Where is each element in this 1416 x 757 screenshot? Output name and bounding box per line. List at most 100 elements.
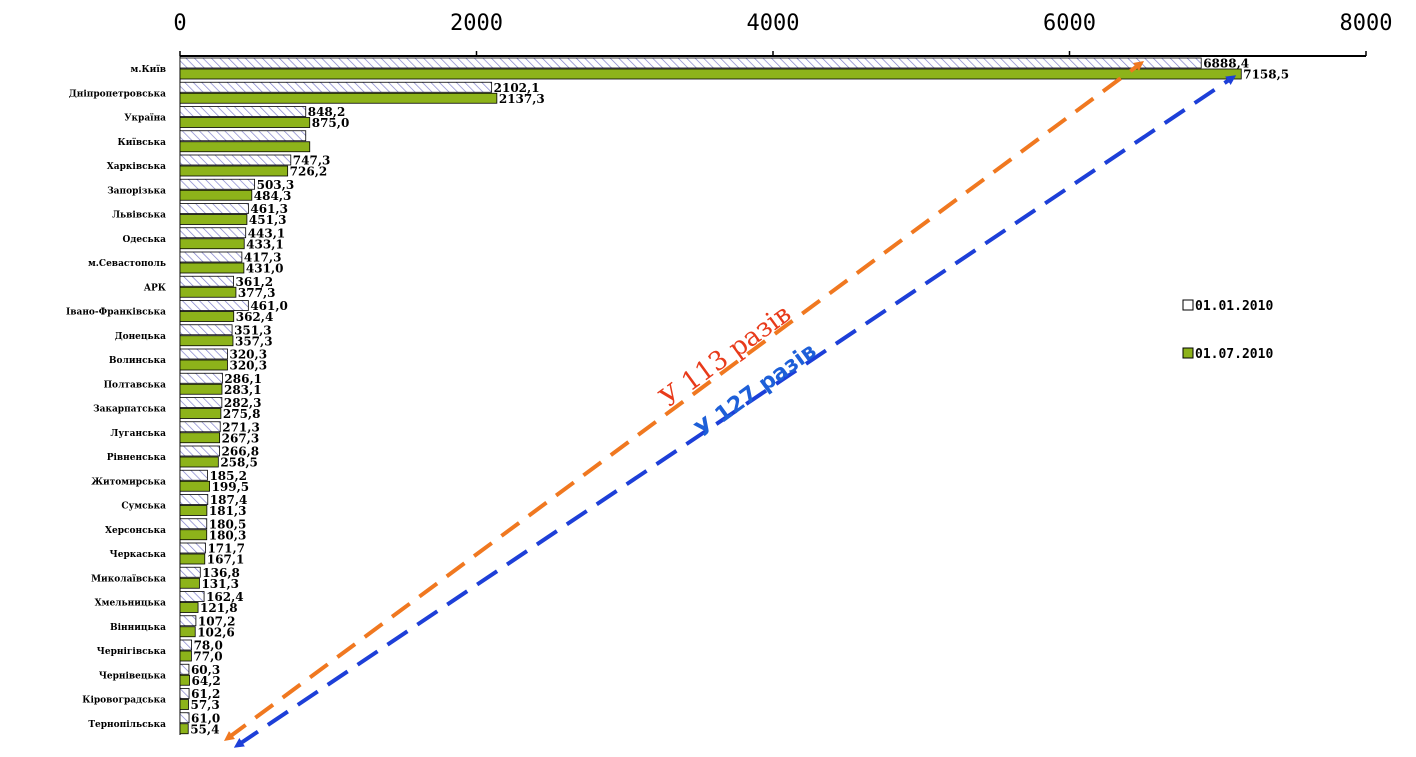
bar-2010-07 xyxy=(179,408,222,419)
data-label: 267,3 xyxy=(222,431,260,445)
x-tick-label: 6000 xyxy=(1043,11,1096,36)
data-label: 167,1 xyxy=(207,553,245,567)
category-label: Сумська xyxy=(121,502,166,512)
bar-2010-01 xyxy=(179,106,307,117)
bar-2010-01 xyxy=(179,300,249,311)
bar-2010-07 xyxy=(179,189,253,201)
bar-2010-01 xyxy=(179,130,307,142)
legend-swatch-2010-07 xyxy=(1182,347,1194,359)
bar-2010-07 xyxy=(179,553,206,565)
category-label: Хмельницька xyxy=(95,599,167,609)
category-label: Україна xyxy=(124,113,166,124)
bar-2010-01 xyxy=(179,421,221,433)
bar-2010-01 xyxy=(179,57,1202,69)
bar-2010-07 xyxy=(179,141,311,153)
data-label: 61,0 xyxy=(191,711,220,725)
legend-label-2010-07: 01.07.2010 xyxy=(1195,347,1273,362)
data-label: 726,2 xyxy=(290,165,328,179)
bar-2010-01 xyxy=(179,712,190,724)
bar-2010-01 xyxy=(179,639,192,651)
bar-2010-07 xyxy=(179,432,221,444)
bar-2010-07 xyxy=(179,117,311,128)
bar-2010-01 xyxy=(179,591,205,602)
data-label: 181,3 xyxy=(209,504,247,518)
data-label: 102,6 xyxy=(197,625,235,639)
bar-2010-01 xyxy=(179,251,243,263)
bar-2010-07 xyxy=(179,214,248,225)
bar-2010-01 xyxy=(179,154,292,166)
data-label: 258,5 xyxy=(220,456,258,470)
bar-2010-07 xyxy=(179,383,223,395)
category-label: Харківська xyxy=(107,162,166,172)
data-label: 78,0 xyxy=(194,639,223,653)
bar-2010-01 xyxy=(179,469,208,481)
category-label: Полтавська xyxy=(104,380,167,390)
data-label: 77,0 xyxy=(193,650,222,664)
legend-label-2010-01: 01.01.2010 xyxy=(1195,299,1273,314)
bar-2010-01 xyxy=(179,324,233,336)
data-label: 377,3 xyxy=(238,286,276,300)
data-label: 283,1 xyxy=(224,383,262,397)
category-label: Донецька xyxy=(115,332,167,342)
bar-2010-07 xyxy=(179,92,498,104)
category-label: м.Севастополь xyxy=(88,259,166,269)
category-label: Кіровоградська xyxy=(82,696,166,706)
bar-2010-07 xyxy=(179,480,210,492)
data-label: 2137,3 xyxy=(499,92,545,106)
data-label: 55,4 xyxy=(190,722,219,736)
category-label: Чернівецька xyxy=(99,671,166,681)
data-label: 357,3 xyxy=(235,334,273,348)
bar-2010-07 xyxy=(179,68,1242,80)
category-labels: м.Київ Дніпропетровська Україна Київська Хар… xyxy=(66,64,167,730)
category-label: Закарпатська xyxy=(93,405,166,415)
category-label: м.Київ xyxy=(131,64,167,75)
bar-2010-07 xyxy=(179,602,199,613)
category-label: Дніпропетровська xyxy=(69,89,166,99)
bar-2010-07 xyxy=(179,577,200,589)
data-label: 431,0 xyxy=(246,262,284,276)
legend-swatch-2010-01 xyxy=(1182,299,1194,311)
bar-2010-01 xyxy=(179,542,206,554)
data-label: 484,3 xyxy=(254,189,292,203)
data-label: 451,3 xyxy=(249,213,287,227)
data-label: 64,2 xyxy=(192,674,221,688)
data-label: 275,8 xyxy=(223,407,261,421)
bar-2010-01 xyxy=(179,566,201,578)
data-label: 180,3 xyxy=(209,528,247,542)
data-label: 57,3 xyxy=(190,698,219,712)
data-label: 131,3 xyxy=(201,577,239,591)
data-label: 61,2 xyxy=(191,687,220,701)
bar-2010-07 xyxy=(179,505,208,516)
x-tick-label: 2000 xyxy=(450,11,503,36)
data-label: 7158,5 xyxy=(1243,68,1289,82)
bar-2010-07 xyxy=(179,529,208,541)
data-label: 199,5 xyxy=(212,480,250,494)
category-label: Чернігівська xyxy=(97,647,167,657)
category-label: Житомирська xyxy=(91,477,166,487)
data-label: 320,3 xyxy=(229,359,267,373)
x-tick-label: 4000 xyxy=(747,11,800,36)
legend: 01.01.2010 01.07.2010 xyxy=(1182,299,1273,362)
bar-2010-07 xyxy=(179,311,235,322)
category-label: Запорізька xyxy=(107,186,166,196)
bars xyxy=(179,57,1242,735)
bar-2010-07 xyxy=(179,262,245,274)
data-label: 433,1 xyxy=(246,237,284,251)
category-label: Херсонська xyxy=(105,526,166,536)
data-label: 875,0 xyxy=(312,116,350,130)
bar-2010-01 xyxy=(179,663,190,675)
category-label: Київська xyxy=(118,137,167,148)
category-label: Волинська xyxy=(109,356,166,366)
category-label: Вінницька xyxy=(110,623,166,633)
ratio-arrow-blue xyxy=(233,75,1237,748)
data-label: 60,3 xyxy=(191,663,220,677)
bar-2010-07 xyxy=(179,456,219,468)
x-tick-label: 8000 xyxy=(1340,11,1393,36)
bar-2010-01 xyxy=(179,445,220,457)
data-label: 6888,4 xyxy=(1203,57,1249,71)
bar-2010-07 xyxy=(179,238,245,250)
category-label: АРК xyxy=(144,283,167,293)
bar-2010-01 xyxy=(179,275,234,287)
bar-2010-01 xyxy=(179,348,228,360)
